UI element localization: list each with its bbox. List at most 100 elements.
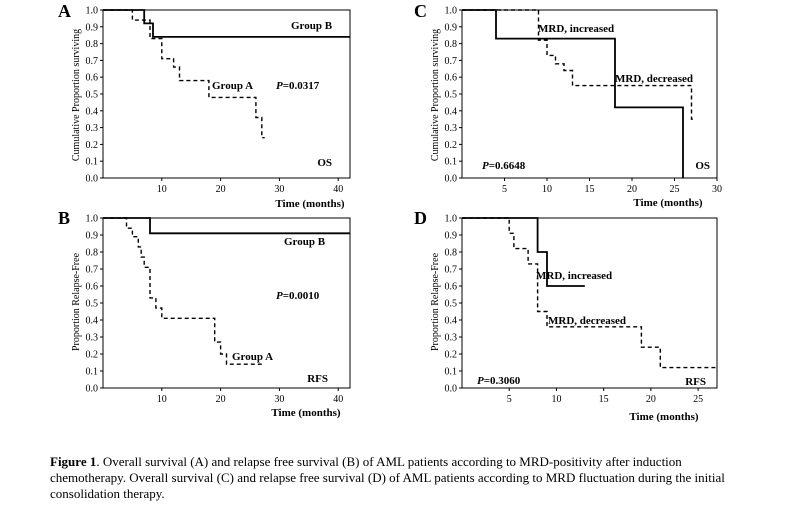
y-tick-label: 0.2 <box>445 140 458 151</box>
y-axis-label: Proportion Relapse-Free <box>71 252 82 351</box>
y-tick-label: 0.3 <box>86 123 99 134</box>
y-tick-label: 0.9 <box>445 231 458 242</box>
x-tick-label: 20 <box>627 184 637 195</box>
p-number: =0.0010 <box>283 290 320 302</box>
p-value: P=0.3060 <box>477 375 521 387</box>
y-axis-label: Cumulative Proportion surviving <box>71 29 82 161</box>
panel-b: B 0.0 0.1 0.2 0.3 0.4 0.5 0.6 0.7 0.8 0.9 1.0 10 20 3… <box>58 208 351 419</box>
y-tick-label: 1.0 <box>86 214 99 225</box>
x-tick-label: 30 <box>274 394 284 405</box>
y-tick-label: 0.4 <box>86 106 99 117</box>
y-tick-label: 0.5 <box>445 299 458 310</box>
x-tick-label: 15 <box>585 184 595 195</box>
x-axis-label: Time (months) <box>629 411 698 423</box>
y-tick-label: 0.7 <box>445 265 458 276</box>
corner-label: RFS <box>685 376 706 388</box>
series-label-mrd-decreased: MRD, decreased <box>548 315 626 327</box>
x-tick-label: 5 <box>502 184 507 195</box>
y-tick-label: 0.4 <box>86 316 99 327</box>
corner-label: OS <box>317 157 332 169</box>
y-tick-label: 1.0 <box>86 6 99 17</box>
corner-label: OS <box>695 160 710 172</box>
y-tick-label: 0.3 <box>86 333 99 344</box>
y-axis-label: Cumulative Proportion surviving <box>430 29 441 161</box>
y-tick-label: 0.0 <box>86 384 99 395</box>
x-tick-label: 10 <box>157 184 167 195</box>
y-tick-label: 0.6 <box>86 282 99 293</box>
y-tick-label: 0.0 <box>86 174 99 185</box>
y-tick-label: 0.9 <box>445 22 458 33</box>
plot-frame <box>102 9 351 179</box>
y-axis-label: Proportion Relapse-Free <box>430 252 441 351</box>
x-axis-label: Time (months) <box>275 198 344 210</box>
y-tick-label: 0.9 <box>86 231 99 242</box>
x-tick-label: 10 <box>542 184 552 195</box>
y-tick-label: 0.5 <box>86 90 99 101</box>
series-label-mrd-decreased: MRD, decreased <box>615 73 693 85</box>
y-tick-label: 0.9 <box>86 22 99 33</box>
panel-letter: C <box>414 1 427 21</box>
y-tick-label: 0.8 <box>445 248 458 259</box>
panel-letter: B <box>58 208 70 228</box>
survival-curve-dashed <box>103 217 262 365</box>
y-tick-label: 0.6 <box>445 282 458 293</box>
survival-curve-dashed <box>462 217 717 369</box>
y-tick-label: 0.2 <box>86 140 99 151</box>
y-tick-label: 0.1 <box>445 367 458 378</box>
p-prefix: P <box>477 375 484 387</box>
p-prefix: P <box>276 290 283 302</box>
y-tick-label: 1.0 <box>445 6 458 17</box>
y-tick-label: 0.8 <box>86 248 99 259</box>
series-label-group-a: Group A <box>232 351 273 363</box>
y-tick-label: 0.2 <box>445 350 458 361</box>
x-axis-label: Time (months) <box>271 407 340 419</box>
y-tick-label: 0.5 <box>86 299 99 310</box>
plot-frame <box>461 9 718 179</box>
panel-a: A 0.0 0.1 0.2 0.3 0.4 0.5 0.6 0.7 0.8 0.9 1.0 10 20 3… <box>58 1 351 210</box>
x-tick-label: 40 <box>333 394 343 405</box>
y-tick-label: 0.7 <box>86 265 99 276</box>
y-tick-label: 0.6 <box>86 73 99 84</box>
x-tick-label: 15 <box>599 394 609 405</box>
y-tick-label: 0.4 <box>445 106 458 117</box>
panel-d: D 0.0 0.1 0.2 0.3 0.4 0.5 0.6 0.7 0.8 0.9 1.0 5 10 15… <box>414 208 718 423</box>
figure-caption: Figure 1. Overall survival (A) and relap… <box>50 454 750 502</box>
x-tick-label: 20 <box>216 184 226 195</box>
axes: 0.0 0.1 0.2 0.3 0.4 0.5 0.6 0.7 0.8 0.9 1.0 10 20 30 4… <box>86 214 351 405</box>
survival-curve-solid <box>462 217 585 287</box>
series-label-group-a: Group A <box>212 80 253 92</box>
p-value: P=0.6648 <box>482 160 526 172</box>
p-prefix: P <box>276 80 283 92</box>
series-label-mrd-increased: MRD, increased <box>536 270 612 282</box>
y-tick-label: 0.1 <box>86 157 99 168</box>
y-tick-label: 1.0 <box>445 214 458 225</box>
x-tick-label: 25 <box>670 184 680 195</box>
y-tick-label: 0.8 <box>445 39 458 50</box>
p-value: P=0.0010 <box>276 290 320 302</box>
y-tick-label: 0.0 <box>445 384 458 395</box>
x-tick-label: 10 <box>551 394 561 405</box>
axes: 0.0 0.1 0.2 0.3 0.4 0.5 0.6 0.7 0.8 0.9 1.0 5 10 15 20… <box>445 214 718 405</box>
p-value: P=0.0317 <box>276 80 320 92</box>
caption-text: . Overall survival (A) and relapse free … <box>50 454 725 501</box>
p-number: =0.0317 <box>283 80 320 92</box>
y-tick-label: 0.7 <box>86 56 99 67</box>
y-tick-label: 0.1 <box>445 157 458 168</box>
panel-letter: A <box>58 1 71 21</box>
p-number: =0.6648 <box>489 160 526 172</box>
series-label-group-b: Group B <box>291 20 333 32</box>
x-tick-label: 10 <box>157 394 167 405</box>
x-tick-label: 40 <box>333 184 343 195</box>
survival-curve-solid <box>462 9 684 178</box>
survival-curve-dashed <box>462 9 696 120</box>
survival-curve-solid <box>103 217 350 235</box>
panel-letter: D <box>414 208 427 228</box>
y-tick-label: 0.8 <box>86 39 99 50</box>
x-tick-label: 5 <box>507 394 512 405</box>
x-tick-label: 30 <box>274 184 284 195</box>
y-tick-label: 0.7 <box>445 56 458 67</box>
survival-curve-dashed <box>103 9 265 139</box>
y-tick-label: 0.2 <box>86 350 99 361</box>
x-tick-label: 20 <box>216 394 226 405</box>
